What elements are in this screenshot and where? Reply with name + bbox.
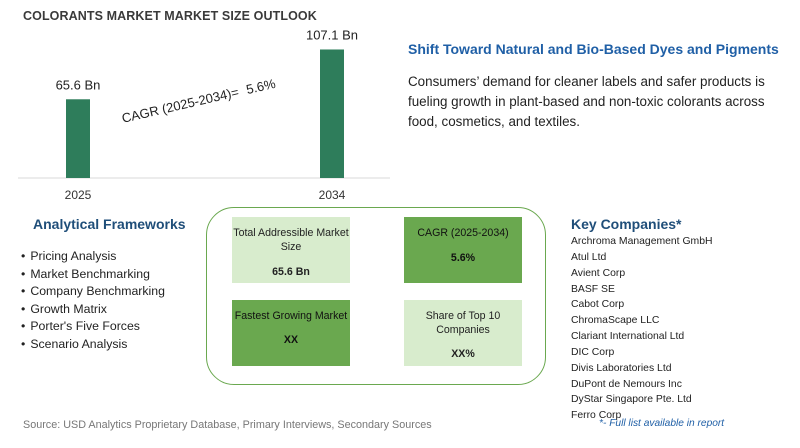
frameworks-list: Pricing Analysis Market Benchmarking Com… — [21, 248, 165, 354]
company-item: Cabot Corp — [571, 299, 625, 311]
company-item: DuPont de Nemours Inc — [571, 378, 682, 390]
kpi-label: Total Addressible Market Size — [233, 227, 349, 253]
companies-title: Key Companies* — [571, 216, 682, 232]
source-note: Source: USD Analytics Proprietary Databa… — [23, 419, 432, 431]
data-label: 107.1 Bn — [306, 27, 358, 42]
kpi-label: Fastest Growing Market — [234, 310, 348, 322]
companies-list: Archroma Management GmbH Atul Ltd Avient… — [571, 234, 712, 424]
company-item: DyStar Singapore Pte. Ltd — [571, 394, 692, 406]
company-item: DIC Corp — [571, 346, 615, 358]
framework-item: Scenario Analysis — [21, 336, 165, 354]
kpi-value: 5.6% — [450, 252, 476, 264]
kpi-cagr: CAGR (2025-2034) 5.6% — [404, 217, 522, 283]
framework-item: Growth Matrix — [21, 301, 165, 319]
kpi-fastest-growing: Fastest Growing Market XX — [232, 300, 350, 366]
company-item: Ferro Corp — [571, 410, 622, 422]
bar-2025 — [66, 99, 90, 178]
companies-footnote: *- Full list available in report — [599, 418, 725, 429]
kpi-market-size: Total Addressible Market Size 65.6 Bn — [232, 217, 350, 283]
kpi-value: XX — [283, 334, 299, 346]
company-item: Clariant International Ltd — [571, 331, 685, 343]
trend-title: Shift Toward Natural and Bio-Based Dyes … — [408, 41, 779, 57]
framework-item: Market Benchmarking — [21, 266, 165, 284]
frameworks-title: Analytical Frameworks — [33, 216, 186, 232]
x-tick-label: 2025 — [65, 188, 92, 202]
framework-item: Company Benchmarking — [21, 283, 165, 301]
kpi-label: CAGR (2025-2034) — [417, 227, 509, 239]
market-size-bar-chart: 65.6 Bn 2025 107.1 Bn 2034 — [18, 27, 390, 202]
kpi-label: Share of Top 10 Companies — [425, 310, 501, 336]
x-tick-label: 2034 — [319, 188, 346, 202]
kpi-value: XX% — [451, 348, 475, 360]
company-item: Archroma Management GmbH — [571, 236, 713, 247]
page-title: COLORANTS MARKET MARKET SIZE OUTLOOK — [23, 9, 317, 23]
framework-item: Porter's Five Forces — [21, 318, 165, 336]
company-item: Avient Corp — [571, 267, 626, 279]
company-item: ChromaScape LLC — [571, 315, 660, 327]
data-label: 65.6 Bn — [56, 77, 101, 92]
framework-item: Pricing Analysis — [21, 248, 165, 266]
kpi-value: 65.6 Bn — [272, 266, 310, 278]
company-item: BASF SE — [571, 283, 615, 295]
kpi-top10-share: Share of Top 10 Companies XX% — [404, 300, 522, 366]
kpi-panel — [206, 207, 546, 385]
trend-description: Consumers’ demand for cleaner labels and… — [408, 74, 765, 129]
bar-2034 — [320, 49, 344, 179]
company-item: Atul Ltd — [571, 251, 607, 263]
company-item: Divis Laboratories Ltd — [571, 362, 672, 374]
